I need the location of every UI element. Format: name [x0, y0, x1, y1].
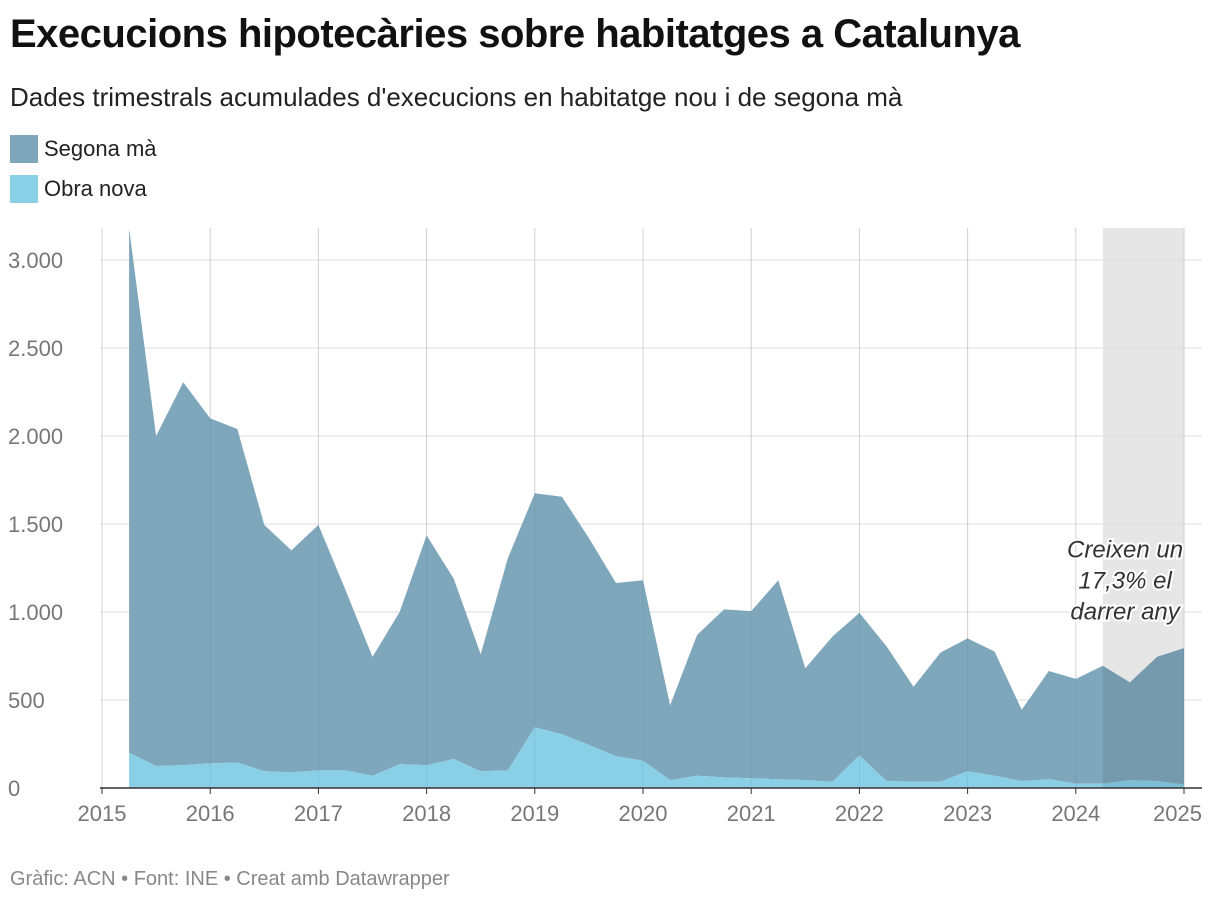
- annotation-line-3: darrer any: [1070, 598, 1181, 625]
- legend-label-segona-ma: Segona mà: [44, 136, 157, 161]
- x-tick-label-2024: 2024: [1051, 801, 1100, 826]
- x-tick-label-2018: 2018: [402, 801, 451, 826]
- x-tick-label-2020: 2020: [619, 801, 668, 826]
- y-tick-label-2000: 2.000: [8, 424, 63, 449]
- x-tick-label-2022: 2022: [835, 801, 884, 826]
- x-tick-label-2023: 2023: [943, 801, 992, 826]
- legend: Segona mà Obra nova: [10, 134, 157, 214]
- y-tick-label-3000: 3.000: [8, 248, 63, 273]
- annotation-line-1: Creixen un: [1067, 536, 1183, 563]
- y-tick-label-0: 0: [8, 776, 20, 801]
- x-tick-label-2025: 2025: [1153, 801, 1202, 826]
- y-tick-label-2500: 2.500: [8, 336, 63, 361]
- chart-title: Execucions hipotecàries sobre habitatges…: [10, 12, 1020, 56]
- y-tick-label-1500: 1.500: [8, 512, 63, 537]
- x-tick-label-2019: 2019: [510, 801, 559, 826]
- legend-swatch-obra-nova: [10, 175, 38, 203]
- y-tick-label-1000: 1.000: [8, 600, 63, 625]
- x-tick-label-2021: 2021: [727, 801, 776, 826]
- x-tick-label-2017: 2017: [294, 801, 343, 826]
- y-tick-label-500: 500: [8, 688, 45, 713]
- legend-swatch-segona-ma: [10, 135, 38, 163]
- area-segona-ma: [129, 228, 1185, 785]
- legend-item-obra-nova: Obra nova: [10, 174, 157, 204]
- x-tick-label-2016: 2016: [186, 801, 235, 826]
- annotation-line-2: 17,3% el: [1078, 567, 1172, 594]
- legend-item-segona-ma: Segona mà: [10, 134, 157, 164]
- highlight-area-overlay: [1102, 648, 1184, 788]
- chart-subtitle: Dades trimestrals acumulades d'execucion…: [10, 82, 903, 112]
- area-obra-nova: [129, 727, 1185, 788]
- chart-footer: Gràfic: ACN • Font: INE • Creat amb Data…: [10, 868, 450, 890]
- legend-label-obra-nova: Obra nova: [44, 176, 147, 201]
- x-tick-label-2015: 2015: [78, 801, 127, 826]
